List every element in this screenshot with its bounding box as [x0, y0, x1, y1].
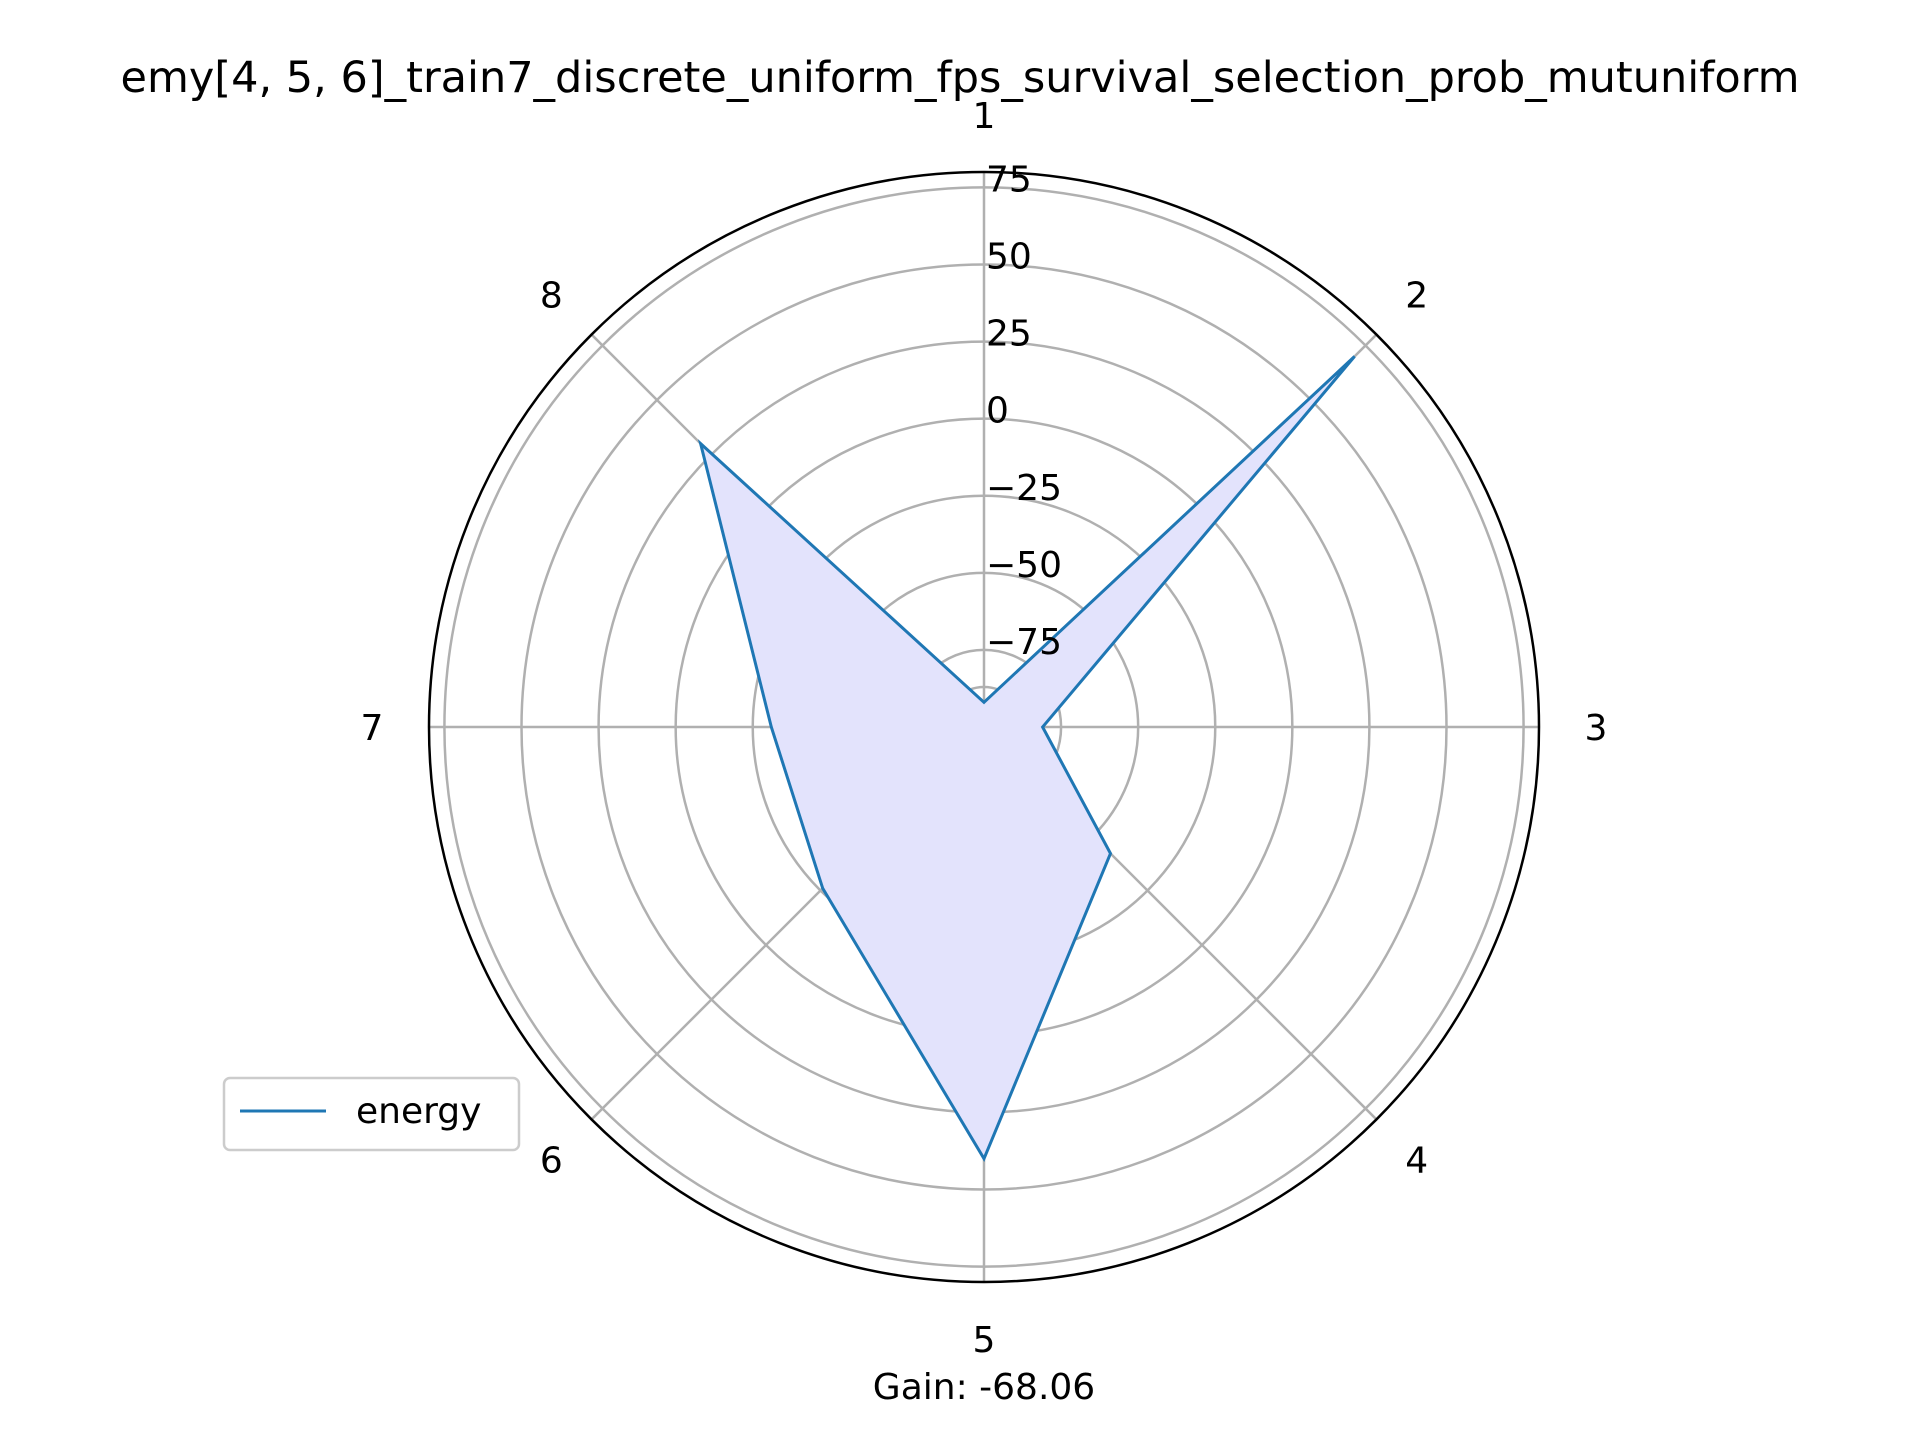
category-label-5: 5	[973, 1320, 996, 1361]
gain-annotation: Gain: -68.06	[873, 1367, 1095, 1408]
legend-label: energy	[356, 1091, 481, 1132]
category-label-2: 2	[1405, 275, 1428, 316]
r-tick-label: −75	[986, 622, 1062, 663]
category-label-4: 4	[1405, 1141, 1428, 1182]
r-tick-label: 50	[986, 237, 1032, 278]
series-line	[697, 355, 1356, 1163]
category-label-8: 8	[540, 275, 563, 316]
series-layer	[697, 355, 1356, 1163]
category-label-3: 3	[1585, 708, 1608, 749]
legend: energy	[222, 1076, 521, 1152]
r-tick-label: 0	[986, 391, 1009, 432]
label-layer: −75 −50 −25 0 25 50 75 1 2 3 4 5 6 7 8	[361, 96, 1608, 1361]
category-label-1: 1	[973, 96, 996, 137]
series-area	[700, 356, 1355, 1159]
r-tick-label: 75	[986, 159, 1032, 200]
r-tick-label: −25	[986, 468, 1062, 509]
chart-title: emy[4, 5, 6]_train7_discrete_uniform_fps…	[121, 53, 1800, 103]
r-tick-label: −50	[986, 545, 1062, 586]
category-label-6: 6	[540, 1141, 563, 1182]
r-tick-label: 25	[986, 314, 1032, 355]
legend-box	[222, 1076, 521, 1152]
category-label-7: 7	[361, 708, 384, 749]
polar-frame	[427, 170, 1541, 1284]
